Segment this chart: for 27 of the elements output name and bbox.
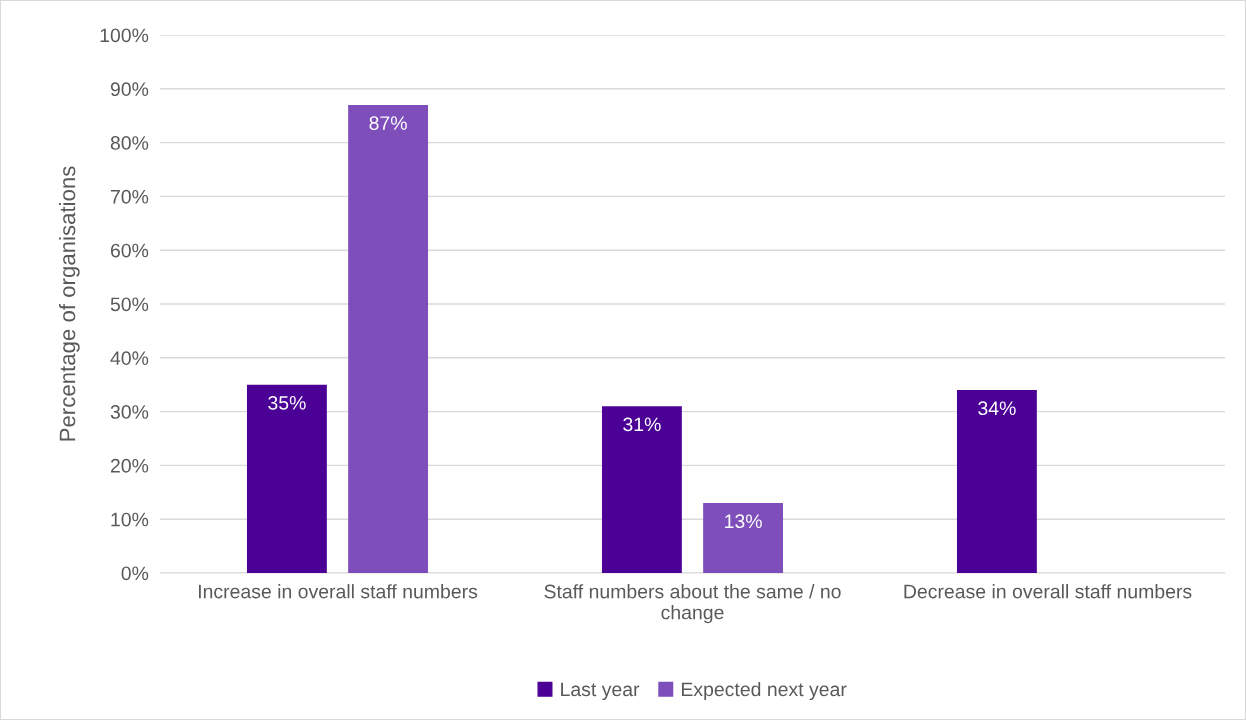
data-label: 13% bbox=[725, 514, 762, 529]
y-axis-title: Percentage of organisations bbox=[59, 166, 80, 441]
data-label: 34% bbox=[978, 401, 1016, 416]
x-tick-label: Decrease in overall staff numbers bbox=[904, 584, 1192, 599]
x-tick-label: Increase in overall staff numbers bbox=[198, 584, 478, 599]
legend-label: Expected next year bbox=[681, 681, 847, 701]
y-tick-label: 80% bbox=[110, 136, 149, 150]
bar bbox=[348, 104, 429, 573]
bar bbox=[956, 390, 1037, 573]
y-tick-label: 10% bbox=[111, 512, 149, 527]
data-label: 87% bbox=[369, 116, 407, 130]
data-label: 35% bbox=[268, 395, 306, 410]
y-tick-label: 50% bbox=[110, 297, 149, 312]
y-tick-label: 40% bbox=[110, 351, 149, 366]
y-tick-label: 90% bbox=[110, 82, 149, 97]
legend-label: Last year bbox=[561, 682, 640, 701]
y-tick-label: 100% bbox=[100, 28, 149, 43]
data-label: 31% bbox=[623, 417, 661, 432]
x-tick-label: Staff numbers about the same / no change bbox=[544, 584, 841, 624]
y-tick-label: 30% bbox=[110, 405, 149, 419]
bar bbox=[703, 503, 784, 573]
bar bbox=[246, 384, 327, 573]
y-tick-label: 60% bbox=[110, 243, 149, 258]
y-tick-label: 20% bbox=[110, 458, 149, 473]
y-tick-label: 70% bbox=[110, 189, 149, 204]
y-tick-label: 0% bbox=[121, 566, 149, 581]
bar bbox=[601, 406, 682, 573]
